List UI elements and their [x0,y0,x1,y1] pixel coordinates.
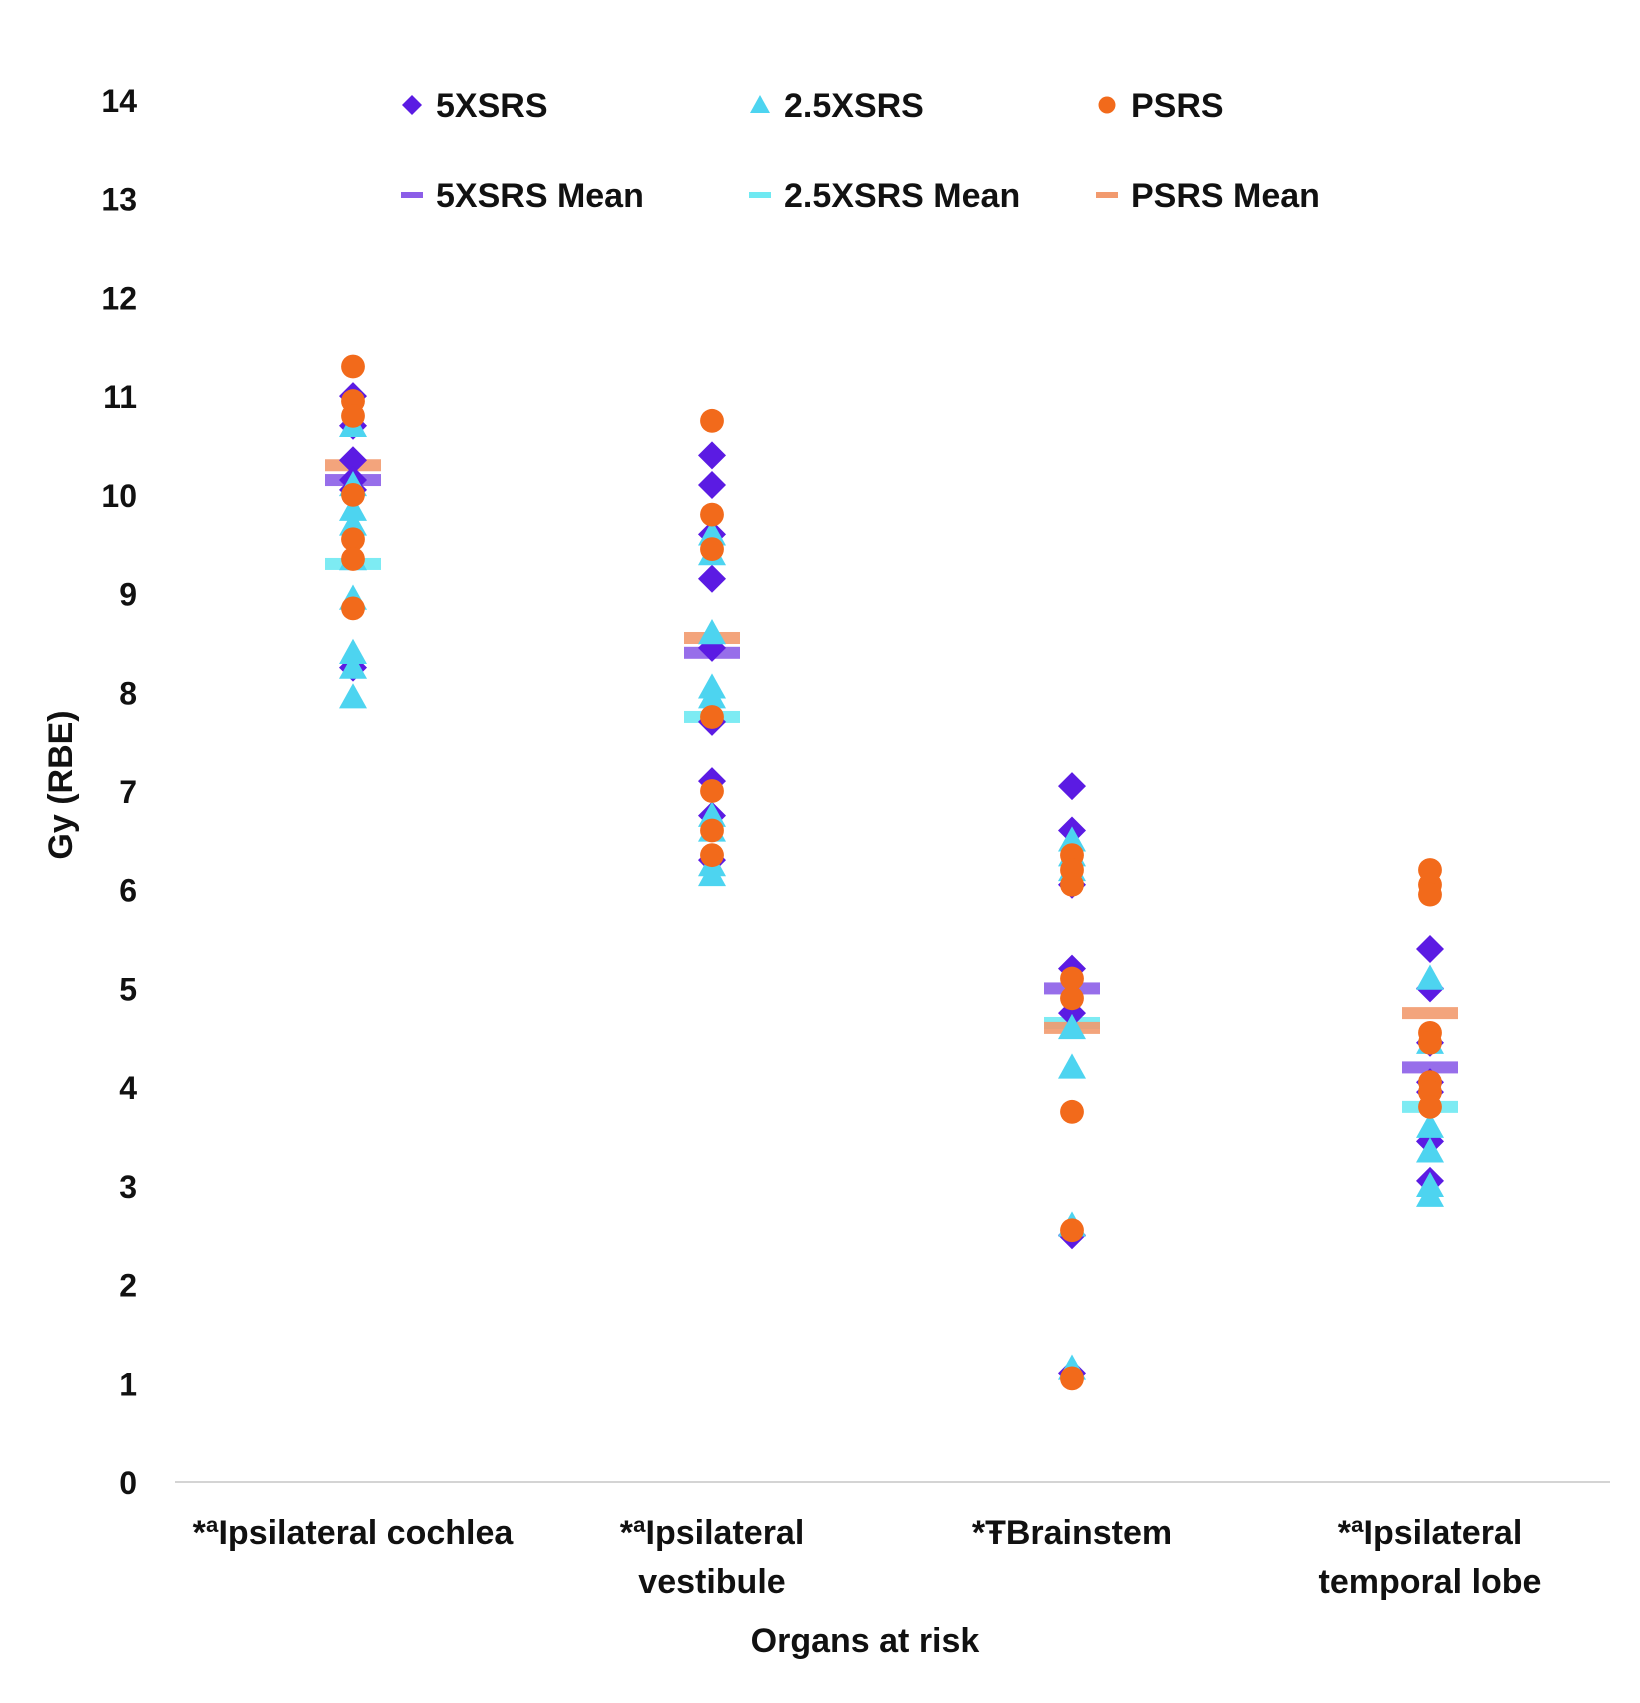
point-diamond-0-2 [339,446,367,475]
point-circle-2-2 [1060,872,1084,897]
point-circle-2-6 [1060,1218,1084,1243]
legend-label: PSRS Mean [1131,177,1320,215]
point-circle-0-4 [341,527,365,552]
point-circle-0-3 [341,482,365,507]
point-circle-0-6 [341,596,365,621]
point-diamond-1-0 [698,441,726,470]
point-triangle-1-4 [698,683,726,709]
point-diamond-1-3 [698,564,726,593]
x-category-label: *ªIpsilateral [1338,1514,1523,1552]
legend-marker-circle [1098,96,1116,114]
y-tick-label: 6 [119,873,137,909]
point-circle-2-5 [1060,1099,1084,1124]
point-diamond-3-0 [1416,934,1444,963]
y-tick-label: 10 [101,478,137,514]
point-diamond-1-1 [698,470,726,499]
x-category-label: vestibule [638,1563,785,1601]
point-triangle-1-2 [698,619,726,645]
y-tick-label: 3 [119,1169,137,1205]
x-category-label: *ªIpsilateral cochlea [193,1514,515,1552]
y-tick-label: 14 [101,83,137,119]
point-triangle-0-7 [339,653,367,679]
point-circle-2-4 [1060,986,1084,1011]
legend-label: 5XSRS [436,87,548,125]
point-triangle-3-5 [1416,1181,1444,1207]
point-circle-2-3 [1060,966,1084,991]
point-triangle-1-5 [698,801,726,827]
point-triangle-2-3 [1058,1013,1086,1040]
point-triangle-0-3 [339,510,367,536]
point-triangle-3-0 [1416,964,1444,990]
y-tick-label: 4 [119,1070,137,1106]
point-circle-1-0 [700,408,724,433]
point-circle-1-4 [700,779,724,803]
y-tick-label: 13 [101,182,137,218]
y-tick-label: 5 [119,971,137,1007]
point-triangle-0-8 [339,683,367,709]
point-triangle-2-4 [1058,1053,1086,1079]
mean-bar-0-3 [1402,1061,1458,1074]
y-tick-label: 2 [119,1268,137,1304]
legend-mean-swatch [1096,192,1118,198]
mean-bars [325,459,1458,1113]
legend-label: PSRS [1131,87,1224,125]
x-category-label: *ªIpsilateral [620,1514,805,1552]
y-tick-label: 7 [119,774,137,810]
point-circle-1-5 [700,818,724,843]
point-circle-0-5 [341,547,365,571]
legend: 5XSRS 2.5XSRS PSRS 5XSRS Mean 2.5XSRS Mean PS… [401,87,1320,215]
y-tick-label: 8 [119,675,137,711]
legend-marker-diamond [402,95,422,115]
point-triangle-0-2 [339,495,367,521]
x-axis-title: Organs at risk [751,1622,980,1660]
y-tick-label: 11 [103,379,137,415]
point-triangle-0-6 [339,638,367,664]
point-diamond-2-0 [1058,772,1086,801]
point-circle-1-3 [700,705,724,729]
y-tick-label: 9 [119,577,137,613]
y-tick-label: 1 [119,1366,137,1402]
y-tick-label: 0 [119,1465,137,1501]
legend-label: 2.5XSRS [784,87,924,125]
point-circle-3-7 [1418,1094,1442,1119]
point-triangle-1-8 [698,860,726,887]
point-circle-1-2 [700,537,724,562]
data-points [339,354,1444,1391]
legend-label: 2.5XSRS Mean [784,177,1020,215]
point-circle-2-7 [1060,1366,1084,1391]
point-circle-3-2 [1418,882,1442,907]
mean-bar-2-3 [1402,1007,1458,1020]
point-circle-0-0 [341,354,365,379]
point-circle-1-1 [700,502,724,527]
y-tick-label: 12 [101,280,137,316]
point-circle-3-4 [1418,1030,1442,1055]
x-category-label: temporal lobe [1319,1563,1542,1601]
legend-mean-swatch [749,192,771,198]
legend-label: 5XSRS Mean [436,177,644,215]
y-axis-title: Gy (RBE) [42,710,80,859]
x-category-label: *ŦBrainstem [972,1514,1172,1552]
point-circle-1-6 [700,843,724,868]
point-triangle-1-0 [698,520,726,546]
legend-mean-swatch [401,192,423,198]
legend-marker-triangle [750,95,770,113]
point-triangle-3-3 [1416,1137,1444,1163]
x-category-labels: *ªIpsilateral cochlea *ªIpsilateral vestib… [193,1514,1542,1601]
point-circle-0-2 [341,403,365,428]
point-triangle-2-0 [1058,826,1086,852]
point-triangle-3-2 [1416,1112,1444,1138]
